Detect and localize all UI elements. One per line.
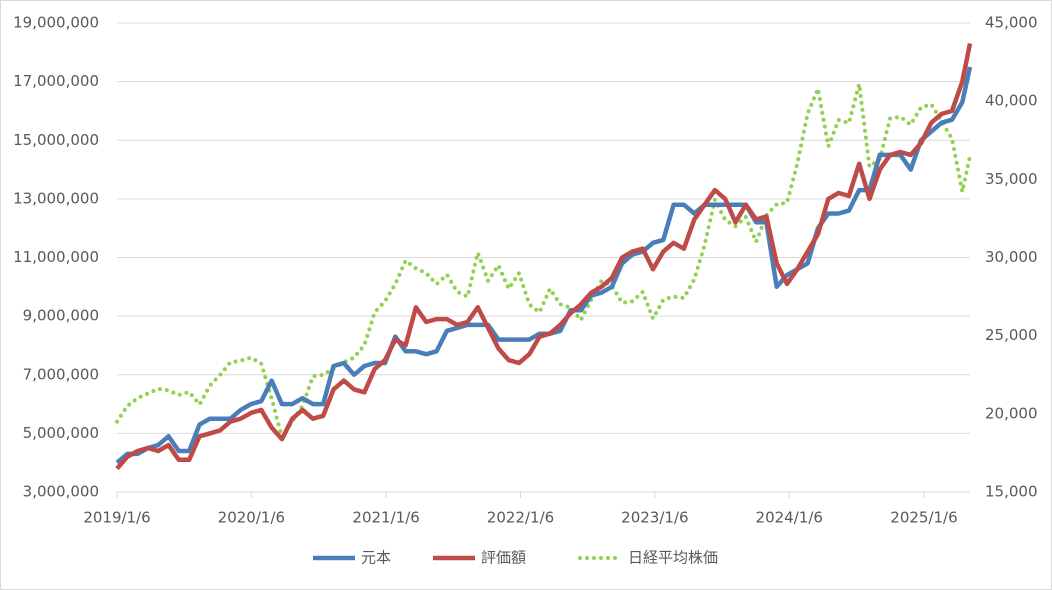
x-tick-label: 2025/1/6 <box>890 509 957 527</box>
y-tick-label: 15,000,000 <box>13 131 99 149</box>
y2-tick-label: 15,000 <box>985 483 1038 501</box>
y2-tick-label: 35,000 <box>985 170 1038 188</box>
y-tick-label: 11,000,000 <box>13 248 99 266</box>
y-tick-label: 17,000,000 <box>13 72 99 90</box>
y2-tick-label: 45,000 <box>985 14 1038 32</box>
x-tick-label: 2023/1/6 <box>621 509 688 527</box>
series-line <box>115 43 973 471</box>
y-tick-label: 3,000,000 <box>23 483 99 501</box>
y-tick-label: 19,000,000 <box>13 14 99 32</box>
y2-tick-label: 20,000 <box>985 404 1038 422</box>
y-tick-label: 9,000,000 <box>23 307 99 325</box>
y2-tick-label: 30,000 <box>985 248 1038 266</box>
x-tick-label: 2022/1/6 <box>487 509 554 527</box>
legend-label: 評価額 <box>481 549 526 567</box>
y-tick-label: 7,000,000 <box>23 365 99 383</box>
y2-tick-label: 25,000 <box>985 326 1038 344</box>
series-line <box>115 81 972 443</box>
y-tick-label: 13,000,000 <box>13 189 99 207</box>
x-tick-label: 2020/1/6 <box>218 509 285 527</box>
x-tick-label: 2021/1/6 <box>352 509 419 527</box>
x-tick-label: 2024/1/6 <box>756 509 823 527</box>
legend-label: 日経平均株価 <box>628 549 718 567</box>
legend-label: 元本 <box>361 549 391 567</box>
x-tick-label: 2019/1/6 <box>83 509 150 527</box>
y2-tick-label: 40,000 <box>985 92 1038 110</box>
y-tick-label: 5,000,000 <box>23 424 99 442</box>
